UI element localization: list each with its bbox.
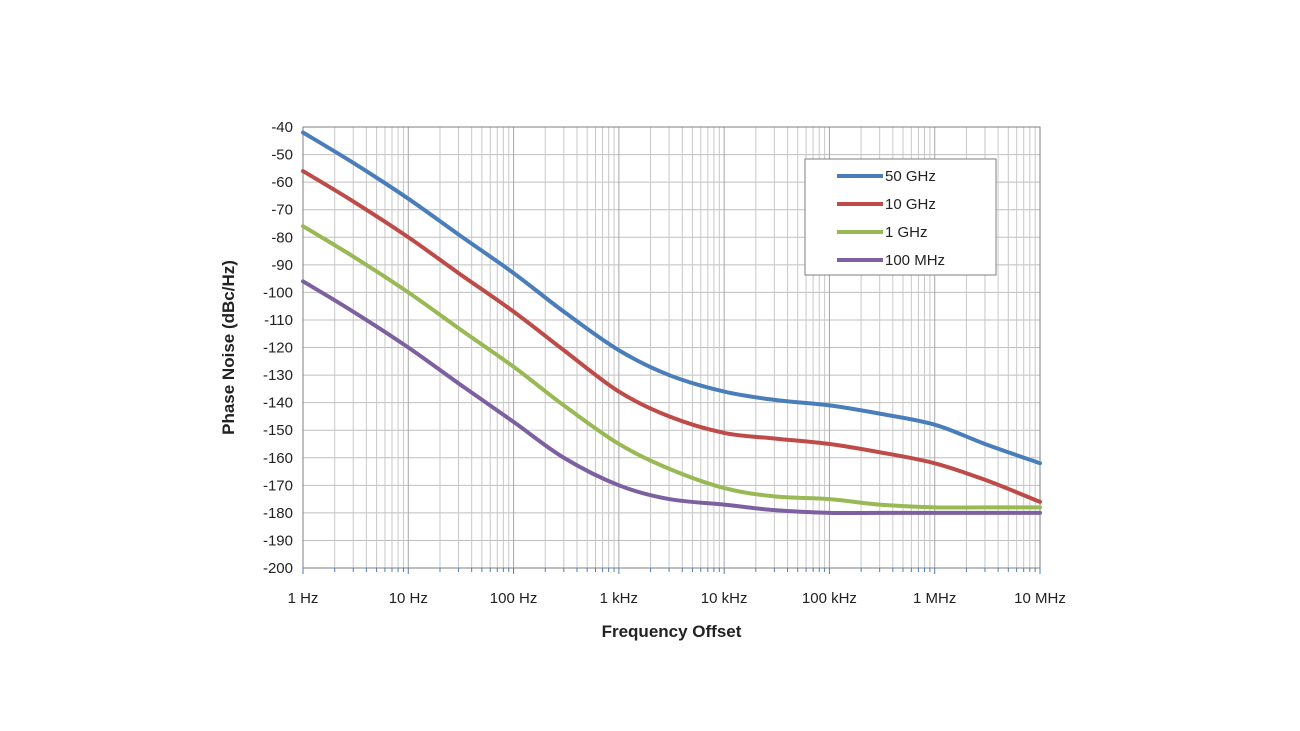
- y-tick-label: -160: [263, 450, 293, 467]
- series-line-10-ghz: [301, 169, 1042, 504]
- legend-box: [804, 158, 997, 276]
- series-lines: [301, 130, 1042, 516]
- y-tick-label: -140: [263, 395, 293, 412]
- y-tick-label: -120: [263, 340, 293, 357]
- legend: 50 GHz 10 GHz 1 GHz 100 MHz: [804, 158, 997, 276]
- y-tick-label: -70: [271, 202, 293, 219]
- x-tick-label: 10 kHz: [701, 590, 748, 607]
- y-tick-label: -80: [271, 229, 293, 246]
- plot-area-border: [302, 126, 1041, 569]
- series-line-1-ghz: [301, 224, 1042, 510]
- legend-label: 1 GHz: [885, 224, 928, 241]
- y-tick-label: -170: [263, 477, 293, 494]
- y-tick-label: -50: [271, 147, 293, 164]
- y-tick-label: -110: [264, 312, 293, 329]
- x-tick-label: 10 MHz: [1014, 590, 1066, 607]
- series-line-50-ghz: [301, 130, 1042, 466]
- y-tick-label: -130: [263, 367, 293, 384]
- x-tick-label: 100 kHz: [802, 590, 857, 607]
- legend-label: 10 GHz: [885, 196, 936, 213]
- legend-label: 100 MHz: [885, 252, 945, 269]
- y-tick-label: -90: [271, 257, 293, 274]
- y-tick-label: -200: [263, 560, 293, 577]
- x-tick-label: 1 Hz: [288, 590, 319, 607]
- series-line-100-mhz: [301, 279, 1042, 516]
- x-axis-title: Frequency Offset: [602, 622, 742, 641]
- legend-label: 50 GHz: [885, 168, 936, 185]
- x-tick-label: 1 kHz: [600, 590, 638, 607]
- x-tick-label: 1 MHz: [913, 590, 956, 607]
- y-axis-ticks: -40 -50 -60 -70 -80 -90 -100 -110 -120 -130 -140 -1…: [263, 119, 293, 577]
- x-axis-ticks: 1 Hz 10 Hz 100 Hz 1 kHz 10 kHz 100 kHz 1 MHz 10…: [288, 568, 1066, 607]
- x-tick-label: 100 Hz: [490, 590, 538, 607]
- y-tick-label: -40: [271, 119, 293, 136]
- y-tick-label: -60: [271, 174, 293, 191]
- y-tick-label: -150: [263, 422, 293, 439]
- y-tick-label: -190: [263, 532, 293, 549]
- y-axis-title: Phase Noise (dBc/Hz): [219, 260, 238, 435]
- y-tick-label: -100: [263, 284, 293, 301]
- x-tick-label: 10 Hz: [389, 590, 428, 607]
- y-tick-label: -180: [263, 505, 293, 522]
